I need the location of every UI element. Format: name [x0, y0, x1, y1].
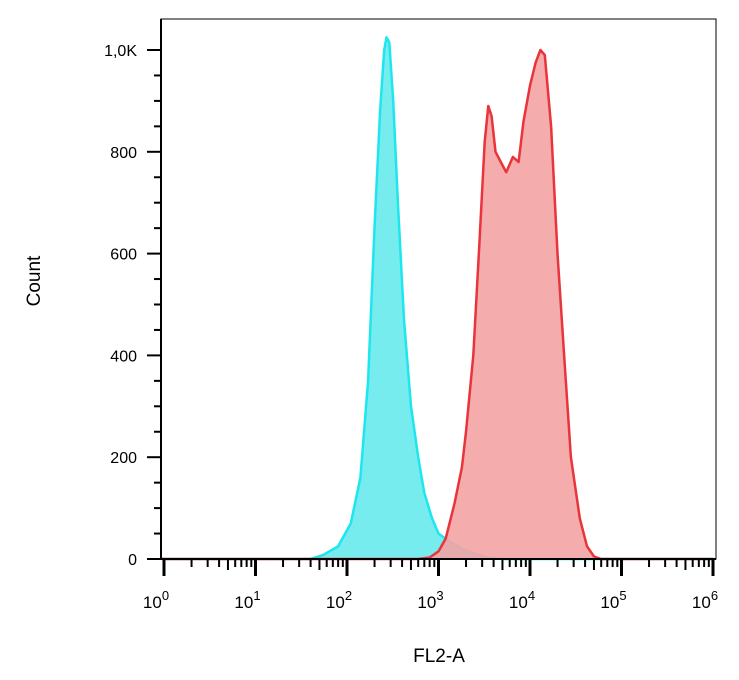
y-tick-label: 800 [110, 145, 137, 162]
series-layer [162, 36, 713, 561]
x-tick-label: 101 [234, 588, 260, 612]
x-tick-label: 105 [600, 588, 626, 612]
y-tick-label: 200 [110, 450, 137, 467]
x-tick-label: 104 [509, 588, 535, 612]
y-axis-label: Count [24, 255, 45, 306]
y-tick-label: 400 [110, 348, 137, 365]
plot-frame [160, 18, 717, 560]
x-tick-label: 103 [417, 588, 443, 612]
x-tick-label: 100 [143, 588, 169, 612]
series-2-area [162, 50, 713, 559]
x-axis-label: FL2-A [413, 646, 465, 667]
x-tick-label: 106 [692, 588, 718, 612]
x-tick-label: 102 [326, 588, 352, 612]
series-1-line [162, 36, 713, 561]
y-tick-label: 1,0K [104, 43, 137, 60]
y-tick-label: 0 [128, 552, 137, 569]
y-tick-label: 600 [110, 247, 137, 264]
axis-layer: 0 200 400 600 800 1,0K 100 101 102 103 104 105 106 [104, 19, 718, 612]
series-1-area [162, 37, 713, 560]
series-2-line [162, 48, 713, 561]
